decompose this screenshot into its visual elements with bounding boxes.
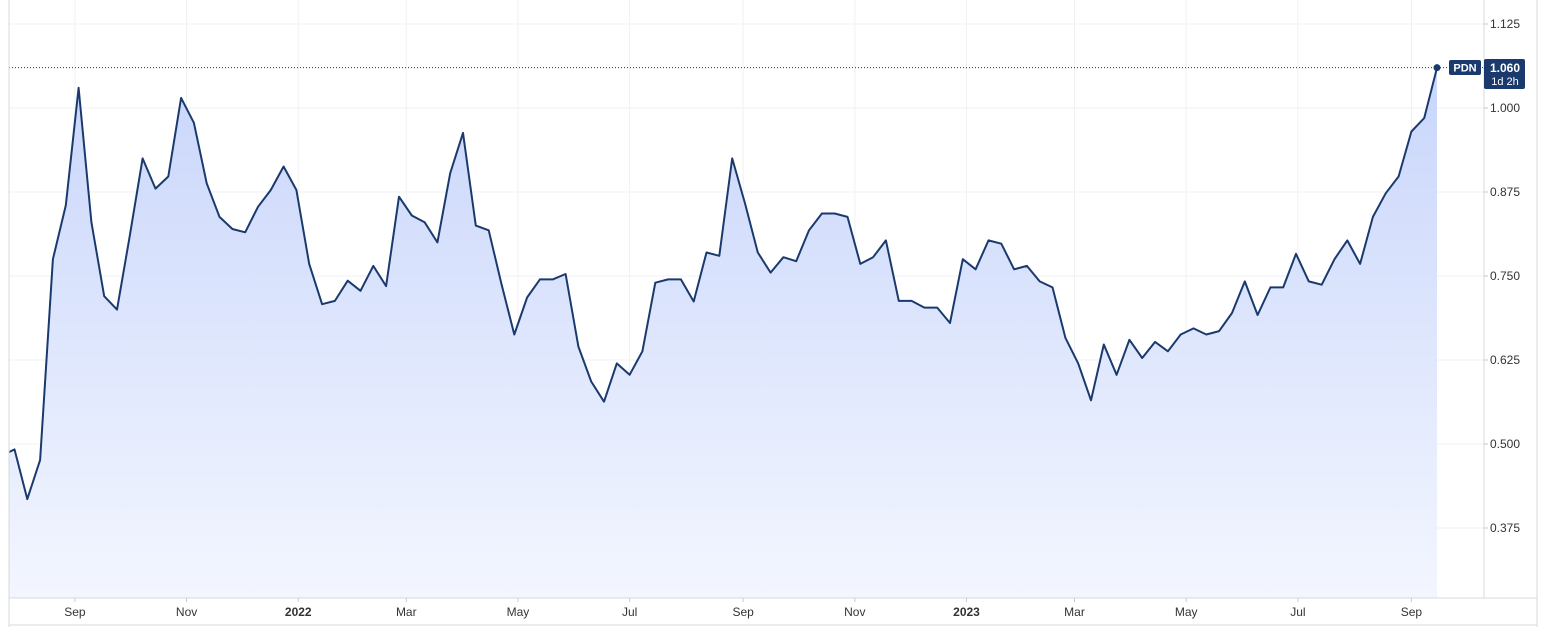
y-tick-label: 0.500 bbox=[1490, 437, 1520, 451]
x-tick-label: Jul bbox=[622, 605, 637, 619]
price-area-fill bbox=[9, 67, 1437, 598]
last-price-label: 1.060 1d 2h bbox=[1484, 59, 1525, 89]
x-tick-label: 2022 bbox=[285, 605, 312, 619]
y-axis-ticks[interactable]: 1.125 1.000 0.875 0.750 0.625 0.500 0.375 bbox=[1484, 17, 1520, 535]
price-line bbox=[8, 67, 1438, 501]
x-tick-label: 2023 bbox=[953, 605, 980, 619]
last-price-value: 1.060 bbox=[1490, 61, 1520, 75]
x-tick-label: Sep bbox=[732, 605, 754, 619]
x-tick-label: Mar bbox=[396, 605, 417, 619]
y-tick-label: 0.875 bbox=[1490, 185, 1520, 199]
x-tick-label: Sep bbox=[1401, 605, 1423, 619]
symbol-label: PDN bbox=[1453, 63, 1476, 75]
y-tick-label: 0.750 bbox=[1490, 269, 1520, 283]
bar-countdown: 1d 2h bbox=[1491, 76, 1519, 88]
last-price-point bbox=[1433, 64, 1441, 72]
x-tick-label: Nov bbox=[176, 605, 197, 619]
y-tick-label: 0.625 bbox=[1490, 353, 1520, 367]
x-tick-label: Jul bbox=[1290, 605, 1305, 619]
x-axis-ticks[interactable]: Sep Nov 2022 Mar May Jul Sep Nov 2023 Mar May Jul Se… bbox=[64, 598, 1422, 619]
x-tick-label: May bbox=[507, 605, 530, 619]
y-tick-label: 1.000 bbox=[1490, 101, 1520, 115]
x-tick-label: Nov bbox=[844, 605, 865, 619]
x-tick-label: Mar bbox=[1064, 605, 1085, 619]
x-tick-label: May bbox=[1175, 605, 1198, 619]
y-tick-label: 1.125 bbox=[1490, 17, 1520, 31]
symbol-tag: PDN bbox=[1449, 60, 1481, 75]
x-tick-label: Sep bbox=[64, 605, 86, 619]
y-tick-label: 0.375 bbox=[1490, 521, 1520, 535]
